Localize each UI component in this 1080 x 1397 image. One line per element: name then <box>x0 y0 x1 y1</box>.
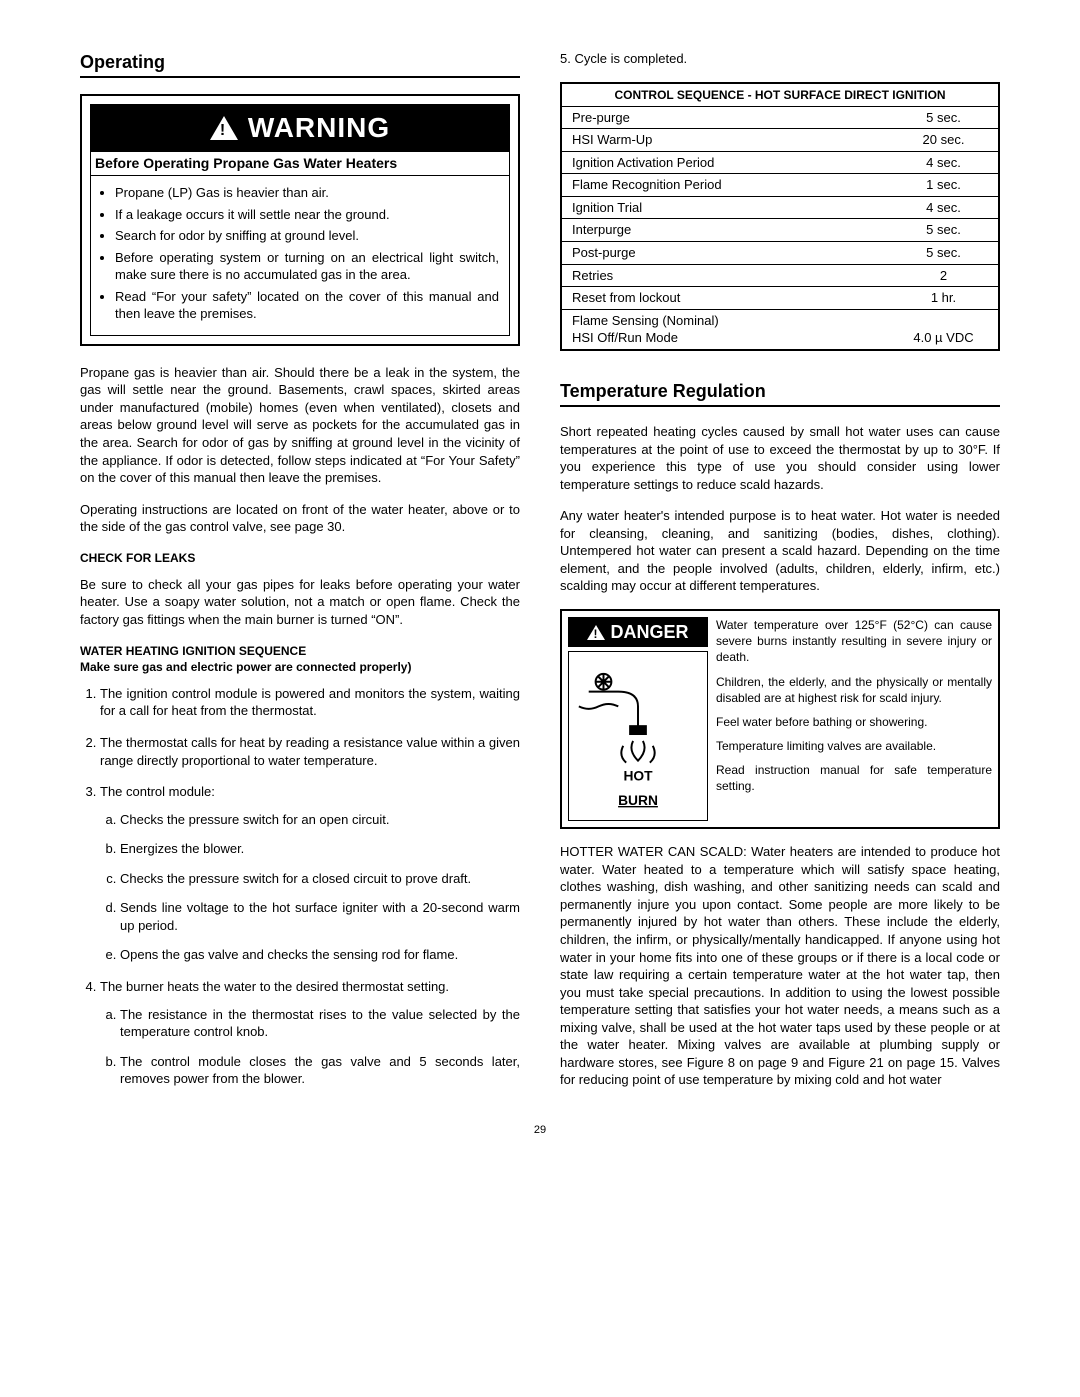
operating-heading: Operating <box>80 50 520 78</box>
danger-text: Temperature limiting valves are availabl… <box>716 738 992 754</box>
table-row: Ignition Activation Period4 sec. <box>561 151 999 174</box>
check-leaks-paragraph: Be sure to check all your gas pipes for … <box>80 576 520 629</box>
danger-text: Feel water before bathing or showering. <box>716 714 992 730</box>
ignition-substep: Energizes the blower. <box>120 840 520 858</box>
hotter-water-paragraph: HOTTER WATER CAN SCALD: Water heaters ar… <box>560 843 1000 1089</box>
temperature-regulation-heading: Temperature Regulation <box>560 379 1000 407</box>
ignition-substep: The control module closes the gas valve … <box>120 1053 520 1088</box>
temp-reg-paragraph-2: Any water heater's intended purpose is t… <box>560 507 1000 595</box>
warning-subtitle: Before Operating Propane Gas Water Heate… <box>91 151 509 176</box>
control-sequence-table: CONTROL SEQUENCE - HOT SURFACE DIRECT IG… <box>560 82 1000 351</box>
warning-bullet: Before operating system or turning on an… <box>115 249 499 284</box>
check-leaks-heading: CHECK FOR LEAKS <box>80 550 520 566</box>
danger-label: DANGER <box>610 620 688 644</box>
ignition-step: The burner heats the water to the desire… <box>100 978 520 1088</box>
ignition-step: The ignition control module is powered a… <box>100 685 520 720</box>
ignition-step: The thermostat calls for heat by reading… <box>100 734 520 769</box>
page-number: 29 <box>80 1123 1000 1138</box>
table-row: Post-purge5 sec. <box>561 242 999 265</box>
ignition-step: The control module: Checks the pressure … <box>100 783 520 964</box>
table-row: Reset from lockout1 hr. <box>561 287 999 310</box>
table-row: HSI Warm-Up20 sec. <box>561 129 999 152</box>
warning-title: WARNING <box>248 109 390 147</box>
table-header: CONTROL SEQUENCE - HOT SURFACE DIRECT IG… <box>561 83 999 107</box>
danger-triangle-icon <box>587 625 605 640</box>
propane-paragraph: Propane gas is heavier than air. Should … <box>80 364 520 487</box>
ignition-sequence-subheading: Make sure gas and electric power are con… <box>80 659 520 675</box>
ignition-sequence-heading: WATER HEATING IGNITION SEQUENCE <box>80 643 520 659</box>
warning-box: WARNING Before Operating Propane Gas Wat… <box>80 94 520 346</box>
danger-text: Read instruction manual for safe tempera… <box>716 762 992 794</box>
table-row: Pre-purge5 sec. <box>561 106 999 129</box>
faucet-burn-icon: HOT BURN <box>568 651 708 821</box>
operating-instructions-paragraph: Operating instructions are located on fr… <box>80 501 520 536</box>
danger-text: Children, the elderly, and the physicall… <box>716 674 992 706</box>
ignition-substep: Opens the gas valve and checks the sensi… <box>120 946 520 964</box>
table-row: Retries2 <box>561 264 999 287</box>
ignition-substep: Checks the pressure switch for a closed … <box>120 870 520 888</box>
table-row: Interpurge5 sec. <box>561 219 999 242</box>
warning-triangle-icon <box>210 116 238 140</box>
svg-text:BURN: BURN <box>618 793 658 808</box>
table-row: Flame Recognition Period1 sec. <box>561 174 999 197</box>
danger-text: Water temperature over 125°F (52°C) can … <box>716 617 992 666</box>
table-row: Ignition Trial4 sec. <box>561 196 999 219</box>
svg-text:HOT: HOT <box>623 769 653 784</box>
warning-bullet: Read “For your safety” located on the co… <box>115 288 499 323</box>
ignition-substep: The resistance in the thermostat rises t… <box>120 1006 520 1041</box>
ignition-steps-list: The ignition control module is powered a… <box>80 685 520 1088</box>
warning-bullet: Search for odor by sniffing at ground le… <box>115 227 499 245</box>
temp-reg-paragraph-1: Short repeated heating cycles caused by … <box>560 423 1000 493</box>
warning-bullet: Propane (LP) Gas is heavier than air. <box>115 184 499 202</box>
ignition-substep: Checks the pressure switch for an open c… <box>120 811 520 829</box>
danger-box: DANGER <box>560 609 1000 829</box>
ignition-substep: Sends line voltage to the hot surface ig… <box>120 899 520 934</box>
warning-bullet-list: Propane (LP) Gas is heavier than air. If… <box>91 176 509 335</box>
warning-bullet: If a leakage occurs it will settle near … <box>115 206 499 224</box>
step-5: 5. Cycle is completed. <box>560 50 1000 68</box>
table-row: Flame Sensing (Nominal) HSI Off/Run Mode… <box>561 309 999 350</box>
